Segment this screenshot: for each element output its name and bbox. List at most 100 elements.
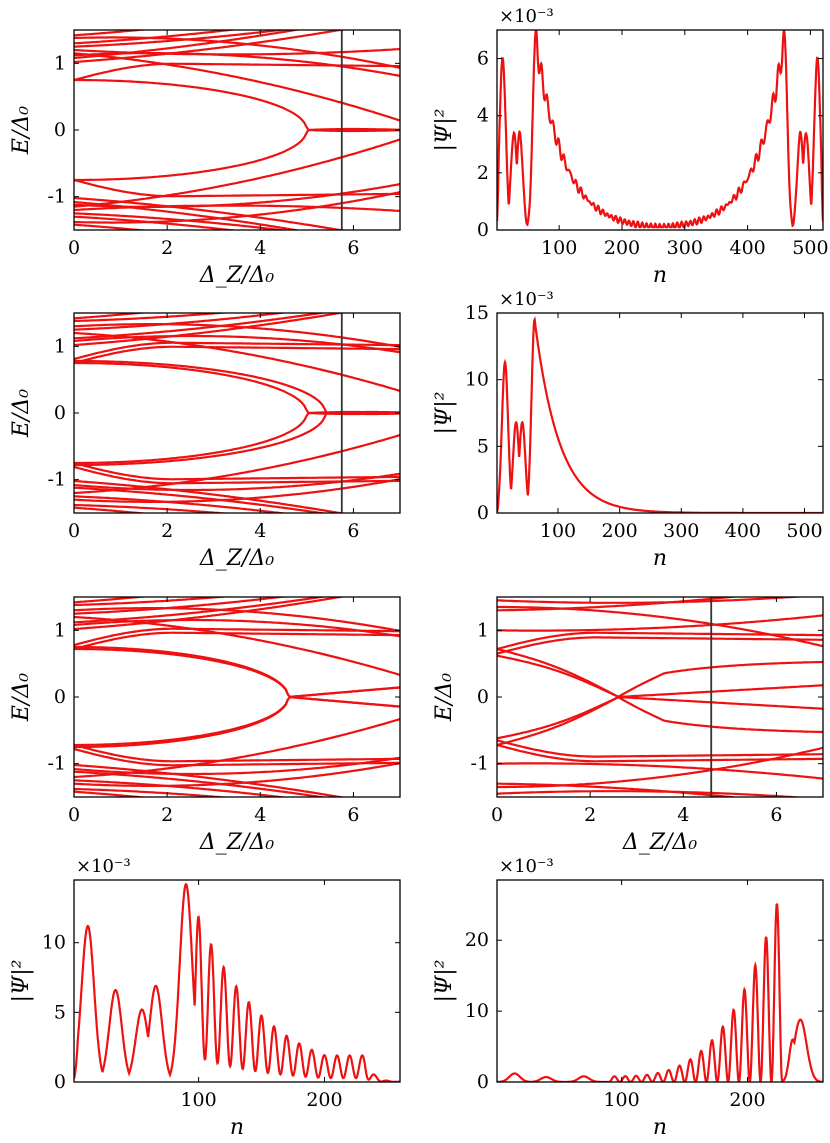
x-tick-label: 4	[254, 520, 266, 542]
plot-area-p3	[74, 313, 400, 513]
x-tick-label: 4	[254, 804, 266, 826]
energy-level-14	[74, 36, 400, 69]
x-tick-label: 4	[677, 804, 689, 826]
energy-level-8	[74, 597, 347, 631]
energy-level-1	[497, 696, 823, 747]
energy-level-10	[74, 30, 290, 48]
energy-level-12	[74, 30, 240, 45]
energy-level-22	[74, 331, 400, 392]
y-tick-label: 0	[54, 1071, 66, 1093]
x-tick-label: 200	[306, 1089, 342, 1111]
x-tick-label: 300	[667, 237, 703, 259]
energy-level-0	[497, 647, 823, 698]
axes-frame	[496, 879, 824, 1083]
x-tick-label: 6	[347, 520, 359, 542]
y-tick-label: 0	[54, 119, 66, 141]
y-tick-label: 1	[54, 335, 66, 357]
energy-level-17	[74, 762, 400, 787]
probability-curve	[497, 903, 823, 1082]
energy-level-14	[497, 597, 807, 604]
energy-level-17	[74, 223, 150, 230]
x-tick-label: 4	[254, 237, 266, 259]
energy-level-16	[74, 30, 150, 37]
axes-frame	[73, 596, 401, 798]
x-axis-label: n	[653, 1115, 667, 1138]
plot-area-p8	[497, 903, 823, 1082]
y-axis-label: E/Δ₀	[9, 389, 34, 438]
y-tick-label: 0	[477, 686, 489, 708]
axes-frame	[73, 879, 401, 1083]
energy-level-19	[74, 787, 232, 797]
energy-level-9	[497, 762, 823, 780]
energy-level-5	[74, 695, 400, 749]
energy-level-2	[74, 345, 400, 365]
y-tick-label: 1	[477, 619, 489, 641]
energy-level-11	[74, 212, 290, 230]
y-tick-label: 10	[465, 1000, 489, 1022]
x-tick-label: 100	[541, 237, 577, 259]
x-tick-label: 2	[161, 520, 173, 542]
chart-panel-p8: 100 200 0 10 20 n |Ψ|²	[432, 879, 824, 1140]
y-tick-label: 1	[54, 619, 66, 641]
energy-level-15	[497, 790, 807, 797]
energy-level-6	[497, 636, 823, 655]
y-tick-label: -1	[470, 753, 489, 775]
y-tick-label: 0	[477, 1071, 489, 1093]
y-tick-label: 0	[477, 219, 489, 241]
energy-level-1	[74, 412, 400, 465]
chart-panel-p6: 0 2 4 6 -1 0 1 Δ_Z/Δ₀ E/Δ₀	[432, 596, 824, 855]
plot-area-p1	[74, 30, 400, 230]
x-tick-label: 2	[584, 804, 596, 826]
energy-level-21	[74, 790, 150, 797]
x-tick-label: 400	[725, 520, 761, 542]
energy-level-17	[74, 478, 400, 503]
energy-level-13	[74, 486, 329, 513]
energy-level-18	[74, 597, 232, 607]
energy-level-7	[497, 739, 823, 758]
energy-level-6	[74, 627, 400, 647]
energy-level-15	[74, 779, 290, 797]
energy-level-1	[74, 686, 400, 747]
x-tick-label: 0	[68, 804, 80, 826]
x-tick-label: 100	[540, 520, 576, 542]
energy-level-20	[74, 52, 400, 122]
axes-frame	[496, 29, 824, 231]
x-axis-label: Δ_Z/Δ₀	[199, 263, 274, 288]
x-tick-label: 2	[161, 804, 173, 826]
energy-level-16	[74, 323, 400, 348]
x-tick-label: 500	[786, 520, 822, 542]
energy-level-8	[74, 313, 347, 347]
x-axis-label: Δ_Z/Δ₀	[199, 830, 274, 855]
energy-level-19	[74, 503, 232, 513]
energy-level-21	[74, 138, 400, 208]
energy-level-9	[74, 479, 347, 513]
y-tick-label: 6	[477, 48, 489, 70]
x-tick-label: 200	[604, 237, 640, 259]
energy-level-19	[74, 204, 400, 212]
energy-level-12	[74, 313, 329, 340]
energy-level-5	[74, 196, 347, 230]
x-axis-label: Δ_Z/Δ₀	[199, 546, 274, 571]
x-axis-label: n	[653, 263, 667, 288]
x-tick-label: 6	[770, 804, 782, 826]
x-tick-label: 300	[663, 520, 699, 542]
energy-level-15	[74, 495, 290, 513]
plot-area-p6	[497, 597, 823, 797]
energy-level-2	[74, 631, 400, 651]
y-tick-label: 20	[465, 929, 489, 951]
energy-level-4	[74, 30, 347, 64]
y-tick-label: 2	[477, 162, 489, 184]
plot-area-p5	[74, 597, 400, 797]
energy-level-1	[74, 129, 400, 182]
y-axis-label: E/Δ₀	[9, 106, 34, 155]
probability-curve	[497, 30, 823, 229]
x-tick-label: 2	[161, 237, 173, 259]
energy-level-18	[74, 48, 400, 56]
energy-level-0	[74, 78, 400, 131]
x-tick-label: 500	[792, 237, 828, 259]
energy-level-22	[74, 615, 400, 676]
energy-level-21	[74, 506, 150, 513]
y-axis-label: |Ψ|²	[9, 960, 34, 1003]
energy-level-7	[74, 747, 400, 767]
y-tick-label: 15	[465, 302, 489, 324]
